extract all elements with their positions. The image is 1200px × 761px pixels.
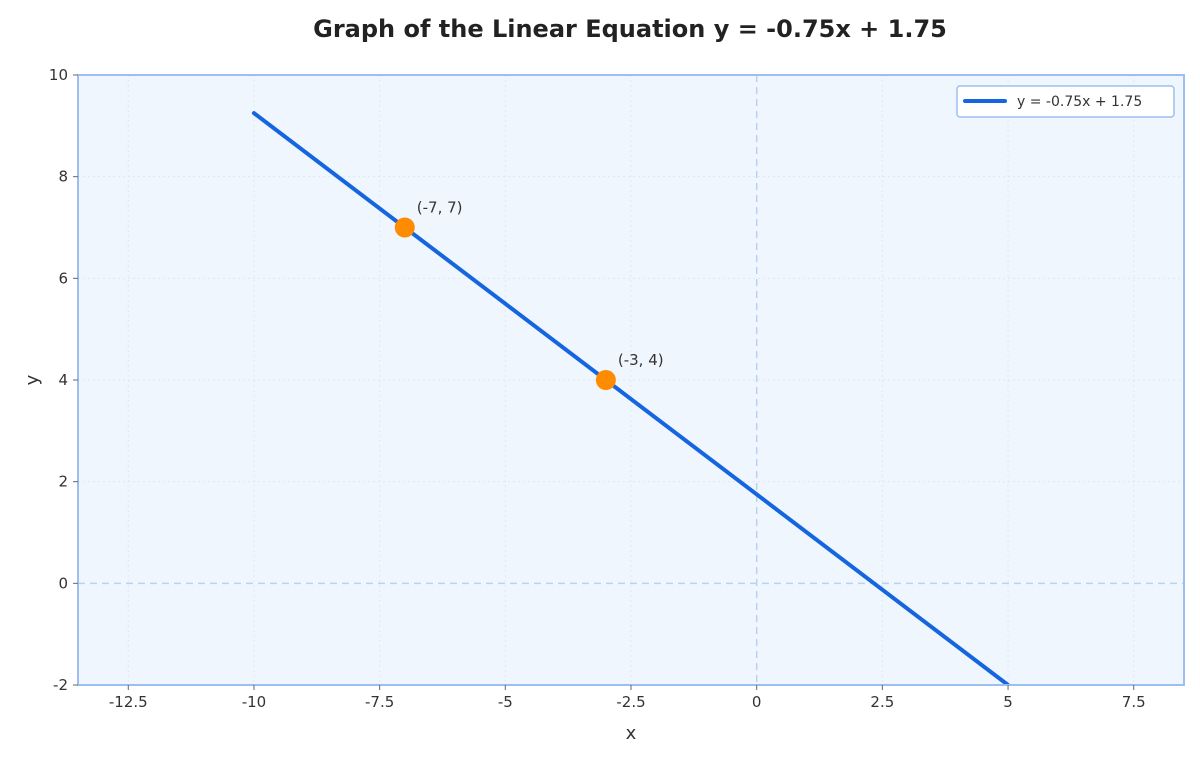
- chart-title: Graph of the Linear Equation y = -0.75x …: [313, 15, 947, 43]
- x-tick-label-0: -12.5: [109, 693, 148, 711]
- x-tick-label-3: -5: [498, 693, 513, 711]
- x-tick-label-2: -7.5: [365, 693, 394, 711]
- zero-lines: [78, 75, 1184, 685]
- y-tick-label-1: 0: [58, 574, 68, 592]
- y-tick-label-4: 6: [58, 269, 68, 287]
- data-point-0: [394, 217, 415, 238]
- y-axis-label: y: [22, 374, 43, 385]
- legend: y = -0.75x + 1.75: [956, 85, 1175, 118]
- series-layer: [251, 111, 1011, 685]
- x-tick-label-5: 0: [752, 693, 762, 711]
- x-tick-label-6: 2.5: [870, 693, 894, 711]
- x-tick-label-8: 7.5: [1122, 693, 1146, 711]
- data-point-label-1: (-3, 4): [618, 351, 664, 369]
- legend-label: y = -0.75x + 1.75: [1017, 94, 1142, 110]
- y-tick-label-3: 4: [58, 371, 68, 389]
- x-axis-ticks: -12.5 -10 -7.5 -5 -2.5 0 2.5 5 7.5: [109, 685, 1146, 711]
- x-tick-label-7: 5: [1003, 693, 1013, 711]
- y-tick-label-5: 8: [58, 168, 68, 186]
- x-tick-label-1: -10: [242, 693, 267, 711]
- legend-box: [956, 85, 1175, 118]
- data-point-label-0: (-7, 7): [417, 199, 463, 217]
- x-tick-label-4: -2.5: [616, 693, 645, 711]
- y-axis-ticks: -2 0 2 4 6 8 10: [49, 66, 78, 694]
- x-axis-label: x: [626, 723, 637, 744]
- series-line-0: [251, 111, 1011, 685]
- y-tick-label-6: 10: [49, 66, 68, 84]
- points-layer: (-7, 7) (-3, 4): [394, 199, 664, 390]
- y-tick-label-2: 2: [58, 473, 68, 491]
- y-tick-label-0: -2: [53, 676, 68, 694]
- data-point-1: [595, 370, 616, 390]
